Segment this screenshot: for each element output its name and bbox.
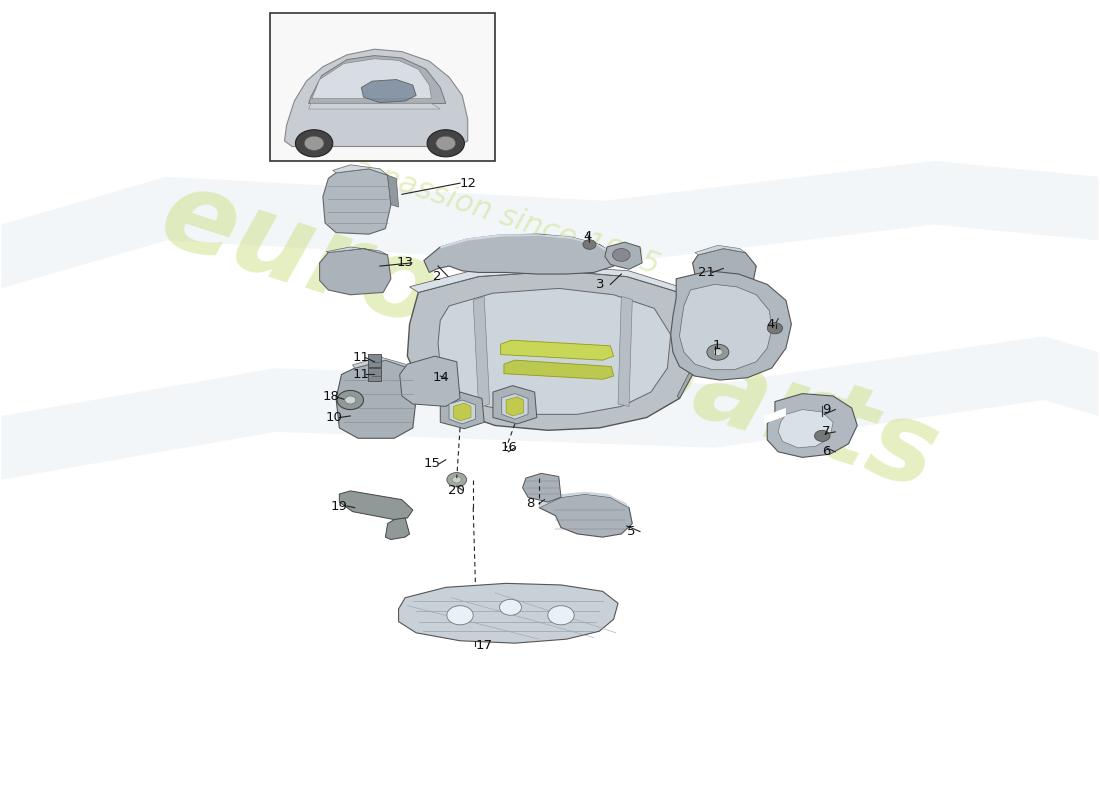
Circle shape xyxy=(707,344,729,360)
Circle shape xyxy=(452,477,461,483)
Bar xyxy=(271,14,495,161)
Circle shape xyxy=(447,606,473,625)
Polygon shape xyxy=(387,175,398,207)
Circle shape xyxy=(305,136,324,150)
Text: 6: 6 xyxy=(822,446,830,458)
Text: 11: 11 xyxy=(352,368,370,381)
Polygon shape xyxy=(680,285,771,370)
Polygon shape xyxy=(500,340,614,360)
Polygon shape xyxy=(309,56,446,103)
Polygon shape xyxy=(352,357,409,368)
Circle shape xyxy=(296,130,332,157)
Text: 16: 16 xyxy=(500,442,517,454)
Text: 12: 12 xyxy=(460,177,477,190)
Text: 2: 2 xyxy=(432,270,441,283)
Polygon shape xyxy=(539,492,629,508)
Polygon shape xyxy=(1,336,1099,480)
Polygon shape xyxy=(323,169,390,234)
Circle shape xyxy=(583,240,596,250)
Polygon shape xyxy=(312,58,431,98)
Polygon shape xyxy=(473,296,490,408)
Text: 15: 15 xyxy=(424,458,441,470)
Bar xyxy=(367,368,381,381)
Text: 1: 1 xyxy=(713,339,721,352)
Text: 19: 19 xyxy=(331,499,348,513)
Polygon shape xyxy=(506,397,524,416)
Polygon shape xyxy=(767,394,857,458)
Text: 13: 13 xyxy=(396,256,414,270)
Circle shape xyxy=(427,130,464,157)
Text: eurocarparts: eurocarparts xyxy=(148,160,952,512)
Polygon shape xyxy=(440,392,484,429)
Circle shape xyxy=(499,599,521,615)
Polygon shape xyxy=(327,247,387,255)
Polygon shape xyxy=(493,386,537,424)
Polygon shape xyxy=(504,360,614,379)
Polygon shape xyxy=(693,249,757,288)
Text: 11: 11 xyxy=(352,351,370,364)
Polygon shape xyxy=(440,234,614,257)
Circle shape xyxy=(447,473,466,487)
Text: 4: 4 xyxy=(767,318,774,330)
Polygon shape xyxy=(320,249,390,294)
Circle shape xyxy=(714,349,723,355)
Text: 9: 9 xyxy=(822,403,830,416)
Polygon shape xyxy=(522,474,561,502)
Polygon shape xyxy=(778,410,833,448)
Polygon shape xyxy=(332,165,387,175)
Circle shape xyxy=(344,396,355,404)
Polygon shape xyxy=(618,296,632,406)
Text: 5: 5 xyxy=(627,525,636,538)
Text: 3: 3 xyxy=(596,278,605,291)
Polygon shape xyxy=(453,403,471,421)
Polygon shape xyxy=(385,518,409,539)
Circle shape xyxy=(613,249,630,262)
Polygon shape xyxy=(409,266,702,320)
Polygon shape xyxy=(438,288,671,414)
Text: 20: 20 xyxy=(448,483,465,497)
Bar xyxy=(367,354,381,366)
Polygon shape xyxy=(764,408,785,424)
Polygon shape xyxy=(339,491,412,519)
Text: 7: 7 xyxy=(822,426,830,438)
Text: a passion since 1985: a passion since 1985 xyxy=(349,154,663,280)
Circle shape xyxy=(548,606,574,625)
Polygon shape xyxy=(671,271,791,380)
Polygon shape xyxy=(539,494,632,537)
Circle shape xyxy=(768,322,782,334)
Polygon shape xyxy=(605,242,642,270)
Polygon shape xyxy=(361,79,416,102)
Text: 10: 10 xyxy=(326,411,342,424)
Polygon shape xyxy=(399,356,460,406)
Polygon shape xyxy=(1,161,1099,288)
Polygon shape xyxy=(309,103,440,109)
Text: 21: 21 xyxy=(698,266,715,279)
Polygon shape xyxy=(336,360,416,438)
Polygon shape xyxy=(285,50,468,146)
Polygon shape xyxy=(449,400,475,424)
Polygon shape xyxy=(424,234,616,274)
Polygon shape xyxy=(407,271,702,430)
Polygon shape xyxy=(398,583,618,643)
Circle shape xyxy=(814,430,829,442)
Circle shape xyxy=(337,390,363,410)
Text: 18: 18 xyxy=(323,390,340,403)
Polygon shape xyxy=(695,246,746,255)
Polygon shape xyxy=(502,394,528,419)
Text: 17: 17 xyxy=(475,639,493,652)
Polygon shape xyxy=(676,292,702,398)
Text: 4: 4 xyxy=(583,230,592,243)
Text: 14: 14 xyxy=(432,371,450,384)
Circle shape xyxy=(436,136,455,150)
Text: 8: 8 xyxy=(526,497,535,510)
